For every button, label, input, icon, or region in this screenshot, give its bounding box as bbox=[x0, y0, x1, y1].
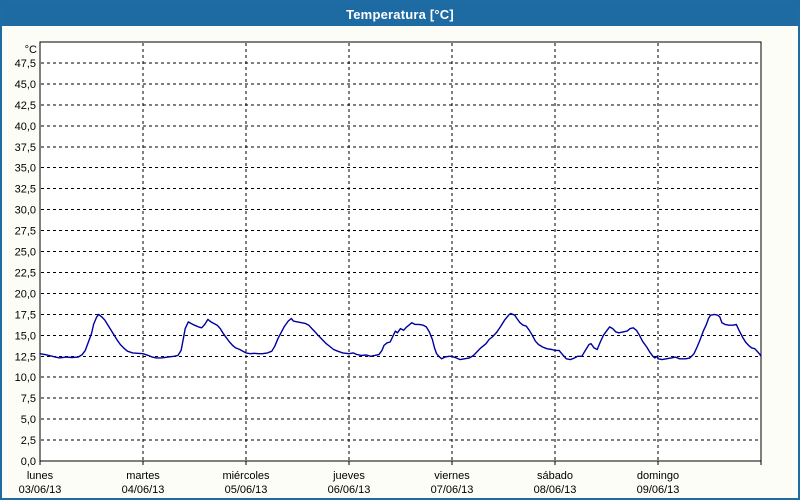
chart-title: Temperatura [°C] bbox=[346, 6, 454, 22]
y-axis-unit-label: °C bbox=[25, 44, 37, 56]
x-axis-date-label: 08/06/13 bbox=[534, 484, 577, 496]
y-axis-label: 32,5 bbox=[15, 184, 36, 196]
temperature-chart: 47,5 45,0 42,5 40,0 37,5 35,0 32,5 30,0 27,5 25,0… bbox=[15, 41, 762, 496]
y-axis-label: 22,5 bbox=[15, 267, 36, 279]
y-axis-label: 25,0 bbox=[15, 247, 36, 259]
y-axis-label: 12,5 bbox=[15, 351, 36, 363]
y-axis-label: 5,0 bbox=[21, 414, 36, 426]
x-axis-day-label: miércoles bbox=[222, 470, 270, 482]
y-axis-label: 10,0 bbox=[15, 372, 36, 384]
x-axis-day-label: martes bbox=[126, 470, 160, 482]
x-axis-date-label: 07/06/13 bbox=[431, 484, 474, 496]
y-axis-label: 7,5 bbox=[21, 393, 36, 405]
y-axis-label: 42,5 bbox=[15, 100, 36, 112]
x-axis-day-label: viernes bbox=[434, 470, 470, 482]
x-axis-day-label: lunes bbox=[27, 470, 54, 482]
x-axis-date-label: 03/06/13 bbox=[19, 484, 62, 496]
y-axis-label: 30,0 bbox=[15, 205, 36, 217]
temperature-series-line bbox=[39, 312, 762, 361]
y-axis-label: 37,5 bbox=[15, 142, 36, 154]
y-axis-label: 17,5 bbox=[15, 309, 36, 321]
x-axis-day-label: sábado bbox=[537, 470, 573, 482]
x-axis-day-label: domingo bbox=[637, 470, 679, 482]
y-axis-label: 40,0 bbox=[15, 121, 36, 133]
y-axis-label: 20,0 bbox=[15, 288, 36, 300]
x-axis-date-label: 06/06/13 bbox=[328, 484, 371, 496]
y-axis-label: 27,5 bbox=[15, 226, 36, 238]
x-axis-day-label: jueves bbox=[332, 470, 365, 482]
y-axis-label: 15,0 bbox=[15, 330, 36, 342]
x-axis-date-label: 05/06/13 bbox=[225, 484, 268, 496]
y-axis-label: 2,5 bbox=[21, 435, 36, 447]
title-bar: Temperatura [°C] bbox=[2, 2, 798, 26]
x-axis-date-label: 09/06/13 bbox=[637, 484, 680, 496]
y-axis-label: 0,0 bbox=[21, 456, 36, 468]
y-axis-label: 45,0 bbox=[15, 79, 36, 91]
x-axis-date-label: 04/06/13 bbox=[122, 484, 165, 496]
y-axis-label: 35,0 bbox=[15, 163, 36, 175]
y-axis-label: 47,5 bbox=[15, 58, 36, 70]
plot-area bbox=[39, 41, 762, 462]
